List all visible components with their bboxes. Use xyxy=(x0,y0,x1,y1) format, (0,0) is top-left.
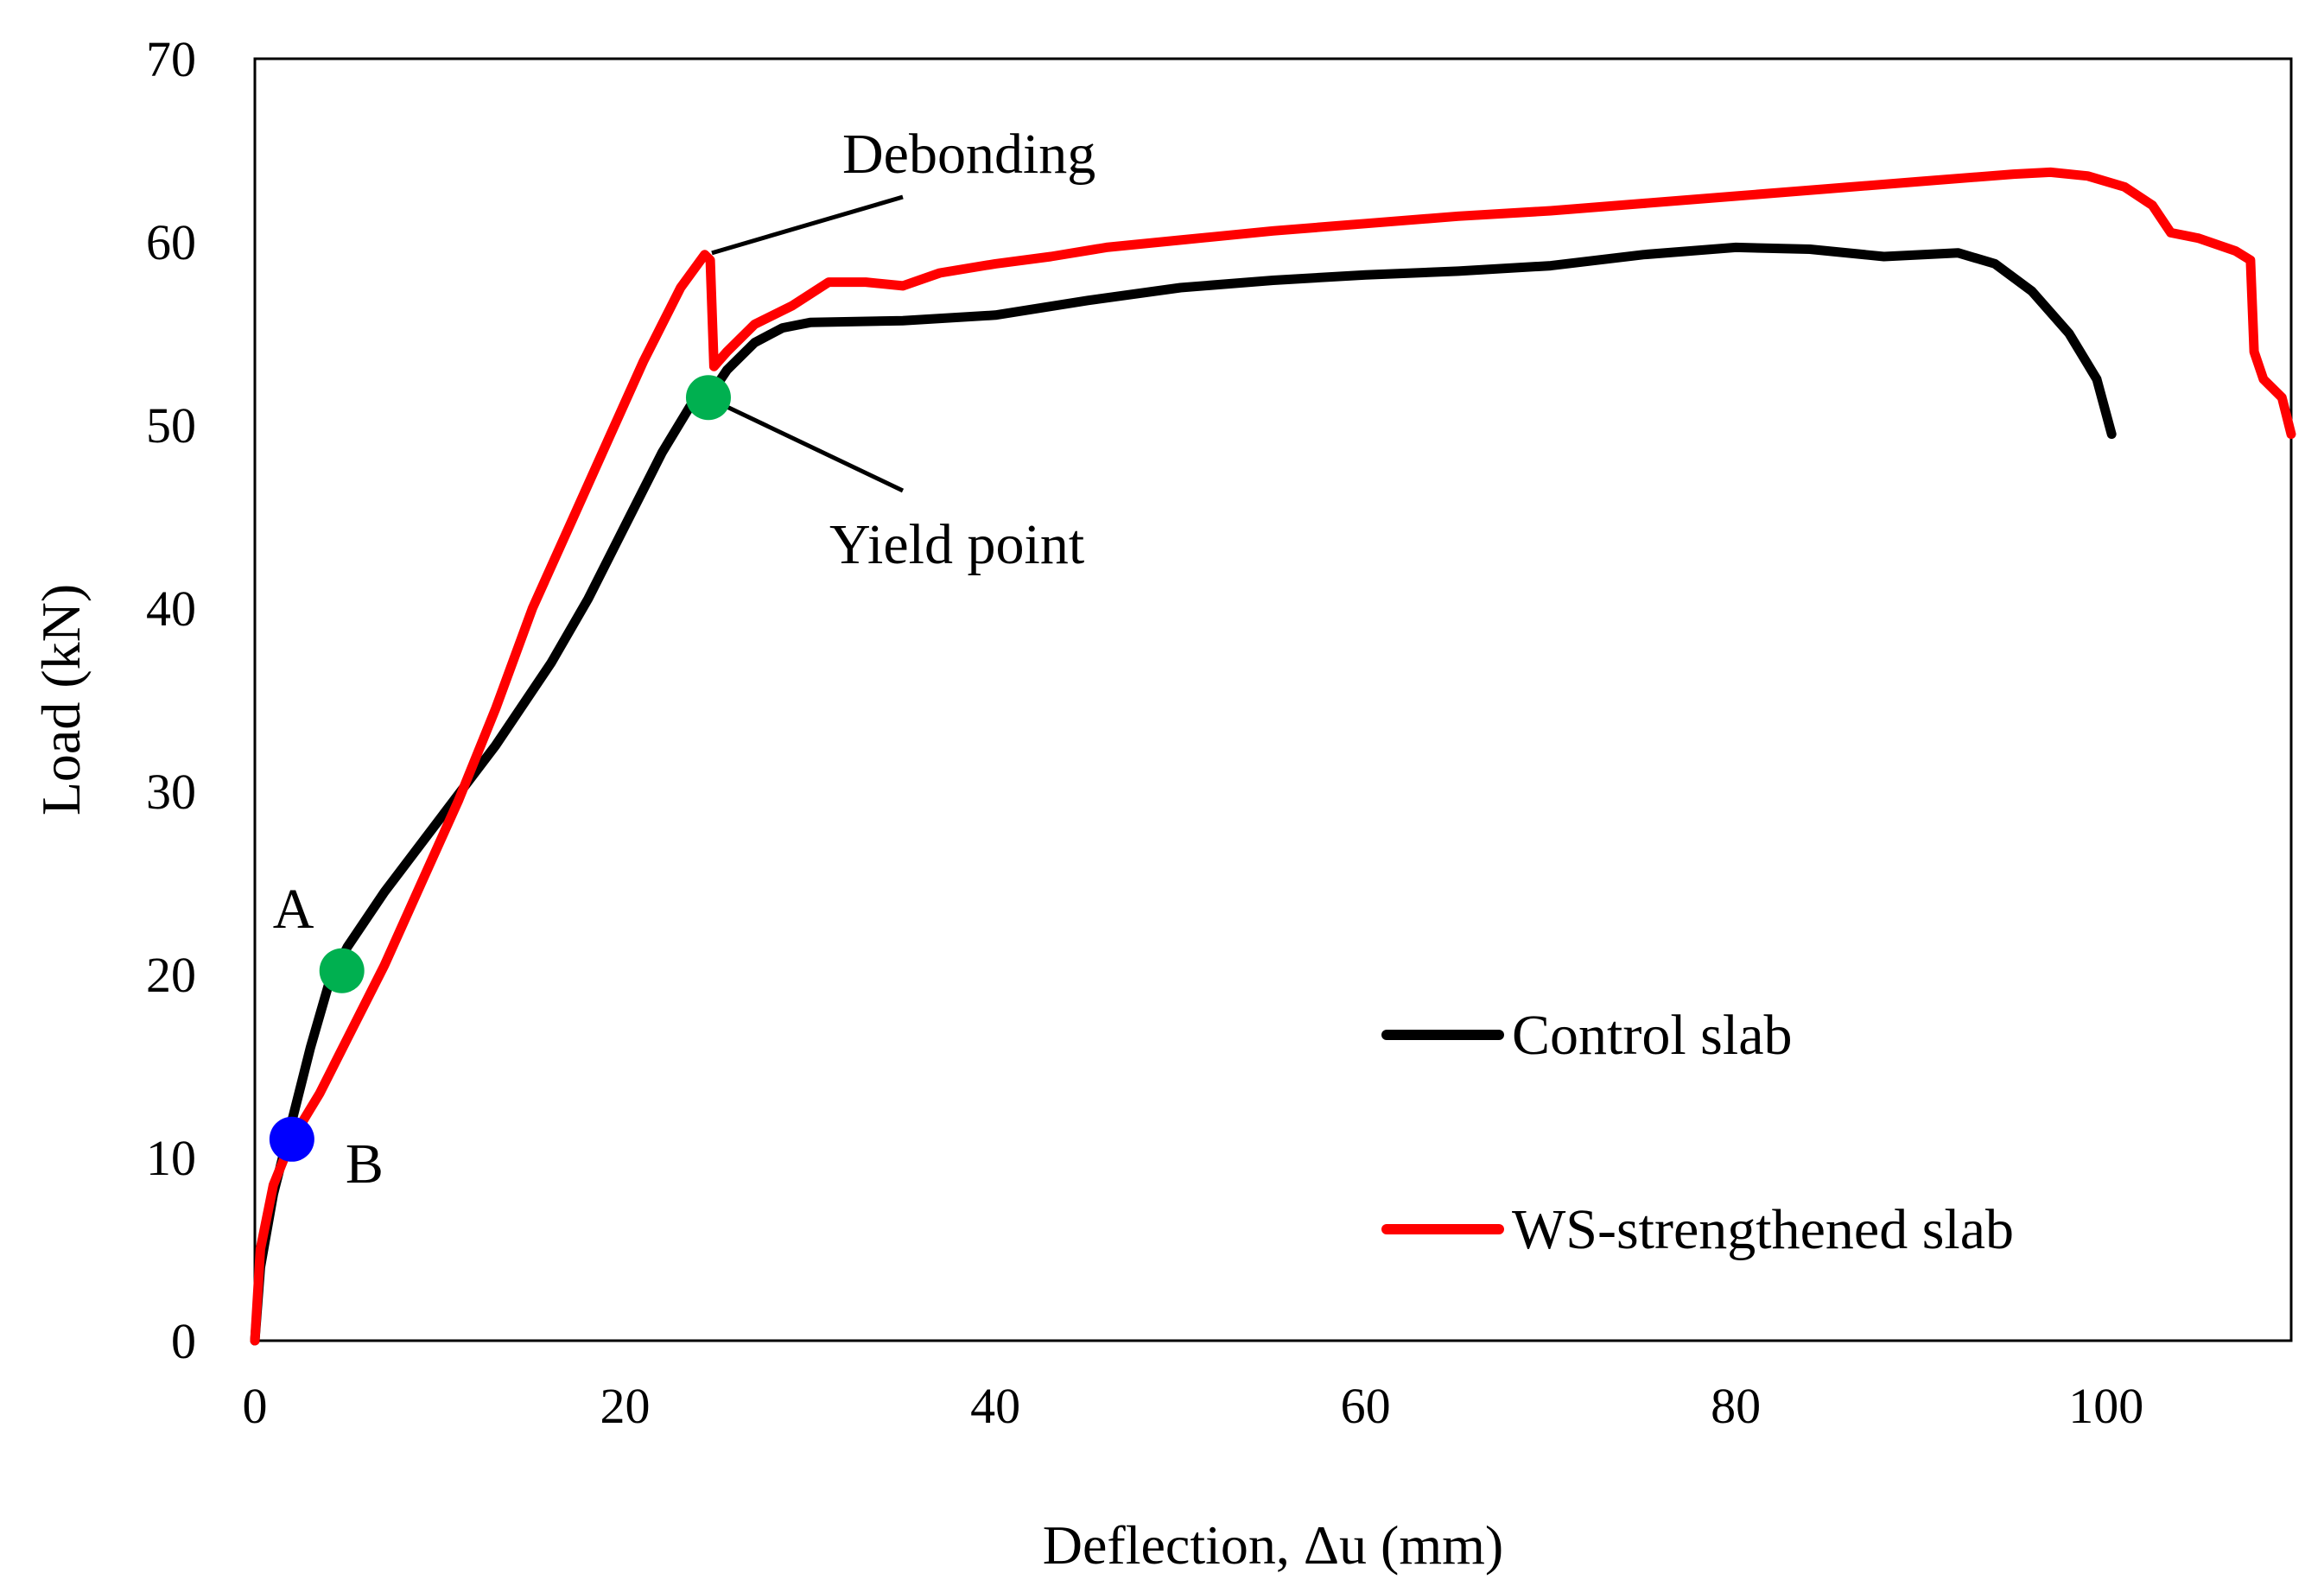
x-tick-label-0: 0 xyxy=(243,1378,268,1434)
marker-point-b xyxy=(269,1116,314,1162)
x-tick-label-2: 40 xyxy=(970,1378,1020,1434)
y-axis-title: Load (kN) xyxy=(30,584,92,815)
series-line-0 xyxy=(250,242,2117,1346)
legend-label-1: WS-strengthened slab xyxy=(1512,1198,2014,1261)
plot-frame xyxy=(253,57,2293,1342)
x-tick-label-1: 20 xyxy=(600,1378,651,1434)
marker-label-b: B xyxy=(346,1132,384,1196)
marker-point-a xyxy=(319,948,365,993)
annotation-debonding: Debonding xyxy=(842,123,1095,186)
debonding-leader-line xyxy=(711,194,904,256)
marker-label-a: A xyxy=(273,878,314,941)
y-tick-label-0: 0 xyxy=(171,1313,196,1369)
yield-leader-line xyxy=(724,403,905,493)
y-tick-label-7: 70 xyxy=(146,31,196,87)
plot-layer: 0 20 40 60 80 100 0 10 20 30 40 50 60 70 Deflection, Δ… xyxy=(30,31,2296,1576)
y-tick-label-1: 10 xyxy=(146,1130,196,1186)
series-line-1 xyxy=(250,167,2296,1346)
x-tick-label-5: 100 xyxy=(2068,1378,2143,1434)
y-tick-label-4: 40 xyxy=(146,580,196,637)
annotation-yield-point: Yield point xyxy=(829,513,1084,576)
x-tick-label-4: 80 xyxy=(1711,1378,1761,1434)
y-tick-label-6: 60 xyxy=(146,214,196,270)
marker-point-yield xyxy=(685,375,731,421)
x-axis-title: Deflection, Δu (mm) xyxy=(1043,1514,1503,1576)
y-tick-label-5: 50 xyxy=(146,397,196,454)
legend-label-0: Control slab xyxy=(1512,1004,1793,1067)
x-tick-label-3: 60 xyxy=(1341,1378,1391,1434)
y-tick-label-3: 30 xyxy=(146,764,196,820)
y-tick-label-2: 20 xyxy=(146,947,196,1003)
